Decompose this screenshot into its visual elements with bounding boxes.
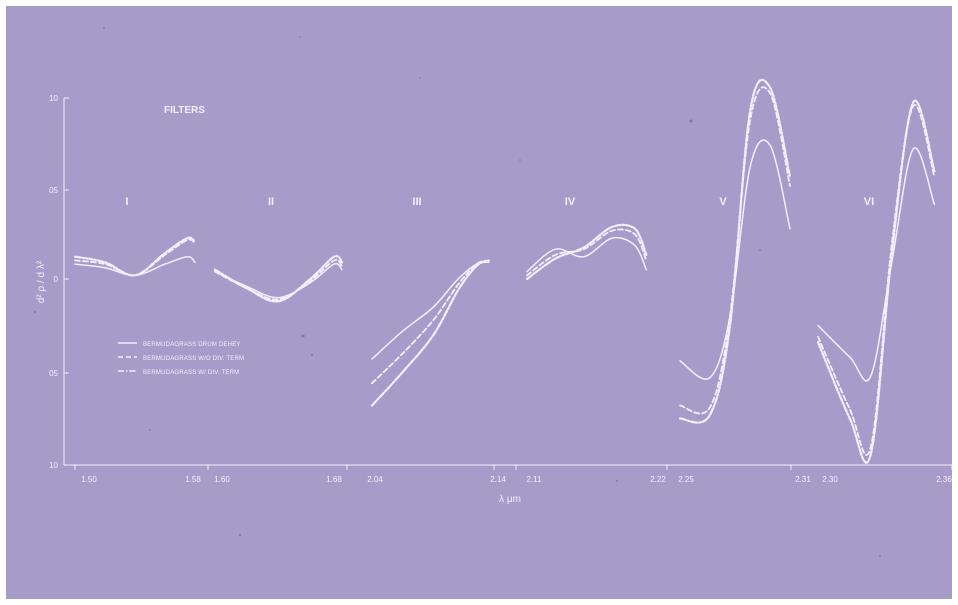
slide-background — [6, 6, 952, 599]
x-tick-label: 1.58 — [185, 475, 201, 484]
legend-label: BERMUDAGRASS W/O DIV. TERM — [143, 356, 244, 362]
panel-label-i: I — [125, 196, 128, 208]
legend-label: BERMUDAGRASS W/ DIV. TERM — [143, 370, 239, 376]
curve-panel-5-series-3 — [678, 78, 792, 424]
dust-specks — [34, 27, 881, 557]
curve-panel-3-series-2 — [371, 259, 490, 385]
x-tick-label: 2.22 — [650, 475, 666, 484]
y-axis-label: d² ρ / d λ² — [36, 260, 47, 303]
curve-panel-3-series-3 — [370, 259, 490, 407]
x-tick-label: 2.14 — [490, 475, 506, 484]
curve-panel-1-series-3 — [73, 236, 197, 277]
x-axis-ticks — [74, 465, 953, 470]
x-tick-label: 1.68 — [326, 475, 342, 484]
y-tick-label-5: 10 — [49, 461, 58, 470]
panel-label-vi: VI — [864, 196, 874, 208]
curve-panel-4-series-1 — [526, 236, 648, 273]
x-tick-label: 2.11 — [527, 475, 543, 484]
panel-label-v: V — [719, 196, 727, 208]
legend-label: BERMUDAGRASS DRUM DEHEY — [143, 342, 241, 348]
panel-label-iii: III — [412, 196, 421, 208]
y-tick-label-1: 10 — [49, 94, 58, 103]
x-tick-label: 1.50 — [81, 475, 97, 484]
y-tick-label-3: 0 — [54, 275, 59, 284]
curve-panel-1-series-1 — [74, 255, 196, 277]
panel-label-ii: II — [268, 196, 274, 208]
x-tick-label: 1.60 — [214, 475, 230, 484]
x-tick-label: 2.30 — [822, 475, 838, 484]
curves-layer — [73, 78, 936, 464]
curve-panel-4-series-2 — [526, 228, 648, 277]
curve-panel-6-series-3 — [816, 99, 936, 464]
curve-panel-5-series-1 — [679, 139, 791, 380]
curve-panel-2-series-3 — [213, 255, 344, 303]
curve-panel-4-series-3 — [525, 223, 648, 281]
legend: BERMUDAGRASS DRUM DEHEY BERMUDAGRASS W/O… — [118, 342, 244, 376]
y-tick-label-4: 05 — [49, 369, 58, 378]
y-tick-label-2: 05 — [49, 186, 58, 195]
x-tick-label: 2.04 — [367, 475, 383, 484]
x-tick-label: 2.36 — [936, 475, 952, 484]
chart-title: FILTERS — [164, 105, 205, 116]
x-axis-label: λ μm — [499, 494, 521, 505]
panel-label-iv: IV — [565, 196, 576, 208]
x-tick-label: 2.31 — [795, 475, 811, 484]
x-tick-label: 2.25 — [678, 475, 694, 484]
